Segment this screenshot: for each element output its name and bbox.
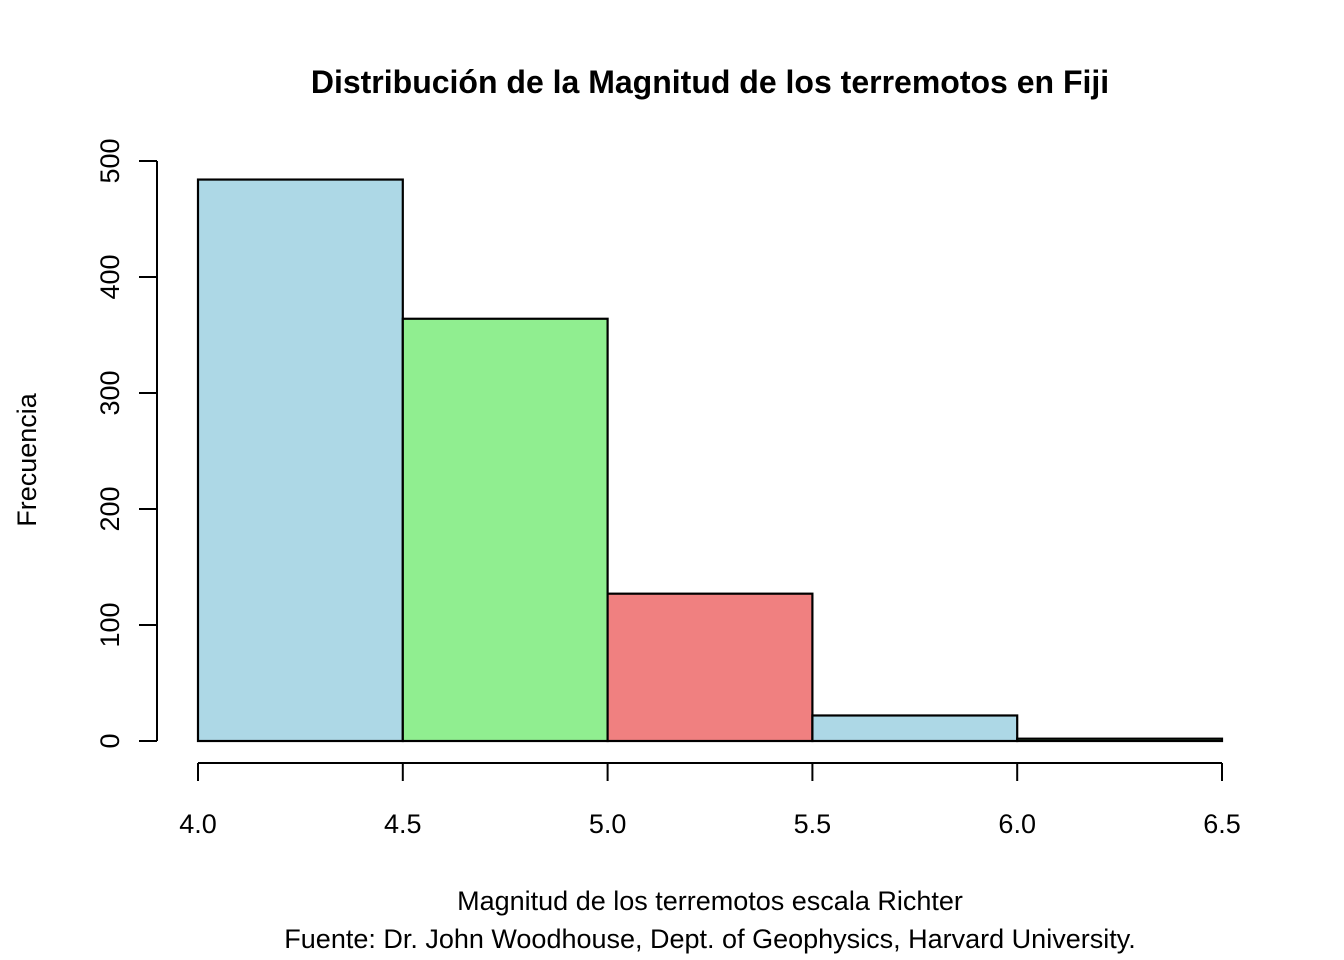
y-axis-label: Frecuencia bbox=[12, 392, 42, 527]
x-tick-label: 6.0 bbox=[998, 809, 1036, 839]
x-tick-label: 6.5 bbox=[1203, 809, 1241, 839]
y-tick-label: 0 bbox=[95, 733, 125, 748]
x-tick-label: 5.5 bbox=[794, 809, 832, 839]
chart-title: Distribución de la Magnitud de los terre… bbox=[311, 64, 1109, 100]
y-tick-label: 300 bbox=[95, 370, 125, 415]
bars-group bbox=[196, 178, 1224, 743]
x-axis-label: Magnitud de los terremotos escala Richte… bbox=[457, 886, 963, 916]
histogram-bar-5 bbox=[1016, 737, 1224, 743]
histogram-bar-2 bbox=[401, 317, 609, 743]
y-tick-label: 400 bbox=[95, 254, 125, 299]
source-note: Fuente: Dr. John Woodhouse, Dept. of Geo… bbox=[284, 924, 1135, 954]
x-tick-label: 5.0 bbox=[589, 809, 627, 839]
histogram-bar-3 bbox=[606, 592, 814, 743]
y-tick-label: 100 bbox=[95, 602, 125, 647]
x-axis: 4.0 4.5 5.0 5.5 6.0 6.5 bbox=[179, 762, 1241, 839]
y-axis: 0 100 200 300 400 500 bbox=[95, 138, 158, 749]
histogram-bar-1 bbox=[196, 178, 404, 743]
y-tick-label: 200 bbox=[95, 486, 125, 531]
y-tick-label: 500 bbox=[95, 138, 125, 183]
x-tick-label: 4.0 bbox=[179, 809, 217, 839]
histogram-bar-4 bbox=[811, 714, 1019, 743]
x-tick-label: 4.5 bbox=[384, 809, 422, 839]
